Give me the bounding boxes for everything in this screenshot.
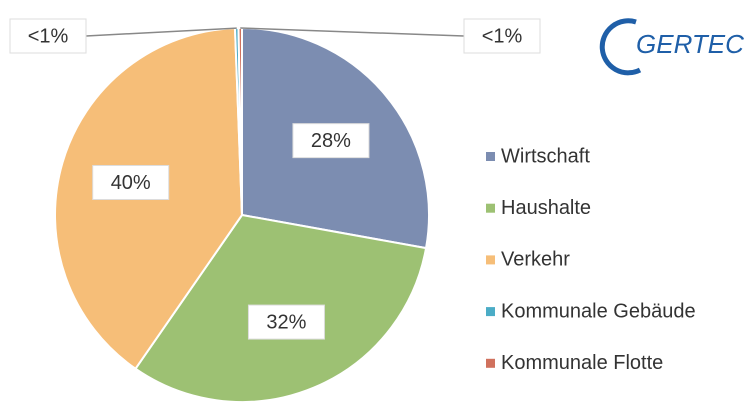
label-box (92, 164, 170, 200)
label-box (463, 18, 541, 54)
leader-line (240, 27, 465, 37)
legend-swatch (486, 307, 495, 317)
label-box (9, 18, 87, 54)
label-box (292, 123, 370, 159)
legend-label: Kommunale Gebäude (501, 300, 696, 322)
label-box (247, 304, 325, 340)
data-label: 32% (266, 311, 306, 333)
legend-swatch (486, 152, 495, 161)
leader-line (85, 27, 237, 37)
legend-label: Haushalte (501, 197, 591, 219)
legend-swatch (486, 358, 495, 368)
legend-swatch (486, 203, 495, 213)
data-label: 40% (111, 172, 151, 194)
legend-swatch (486, 255, 495, 265)
data-label: <1% (28, 25, 69, 47)
data-label: <1% (482, 25, 523, 47)
legend-label: Wirtschaft (501, 145, 590, 167)
logo-mark (599, 18, 642, 76)
logo: GERTEC (636, 29, 744, 59)
legend-label: Verkehr (501, 249, 570, 271)
data-label: 28% (311, 130, 351, 152)
legend-label: Kommunale Flotte (501, 352, 663, 374)
